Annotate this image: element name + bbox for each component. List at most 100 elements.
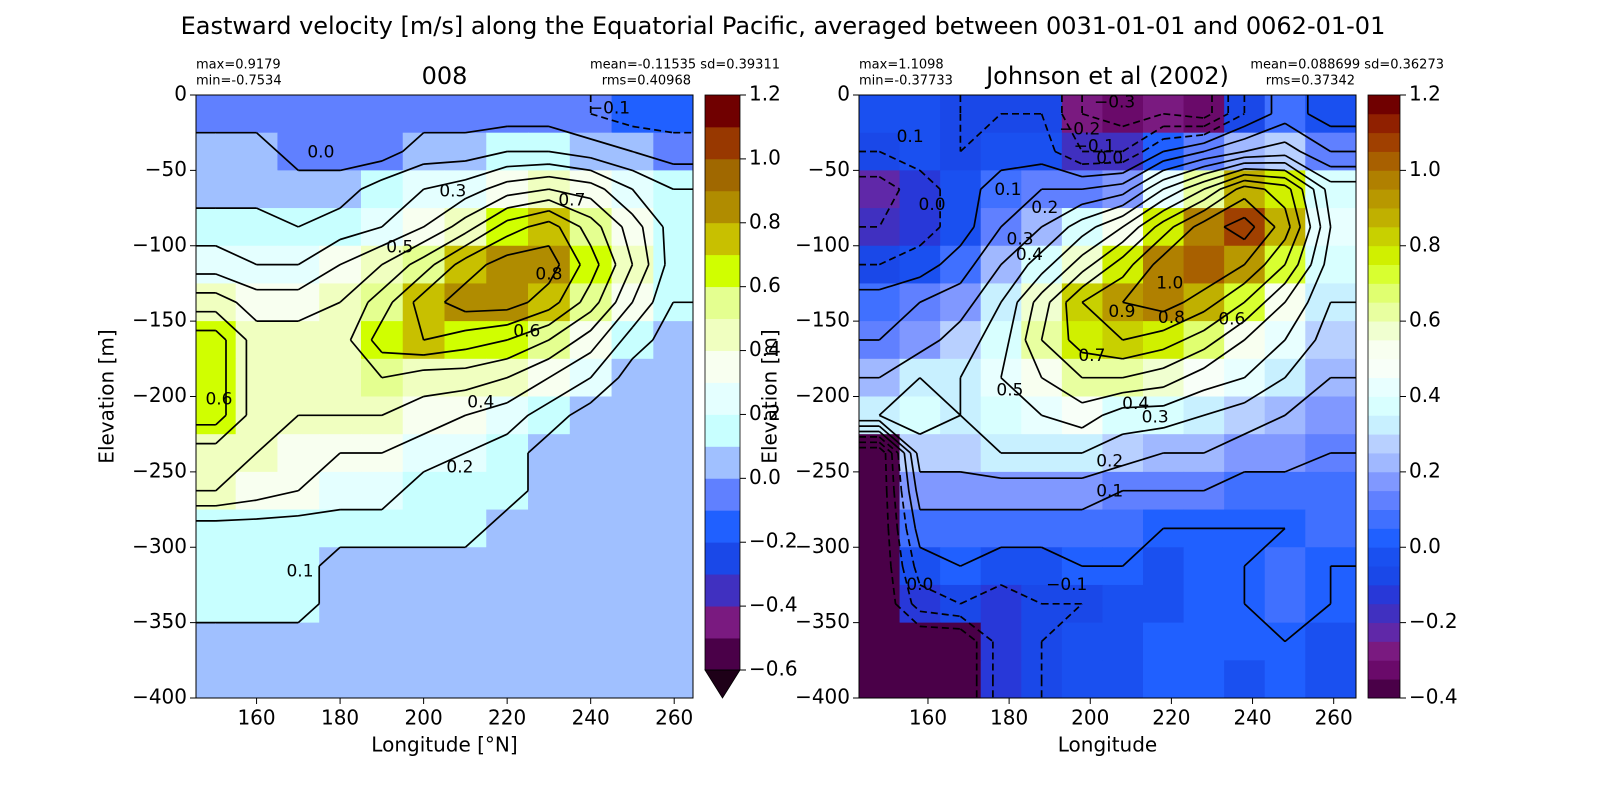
contour-label: 0.7 xyxy=(1078,346,1105,366)
heat-cell xyxy=(402,547,445,586)
heat-cell xyxy=(402,660,445,699)
colorbar-bin xyxy=(1368,358,1400,379)
heat-cell xyxy=(444,283,487,322)
heat-cell xyxy=(277,321,320,360)
contour-line xyxy=(196,188,634,492)
heat-cell xyxy=(444,547,487,586)
panel-title: 008 xyxy=(422,62,468,90)
heat-cell xyxy=(611,509,654,548)
heat-cell xyxy=(653,660,694,699)
x-tick-label: 180 xyxy=(990,706,1028,730)
heat-cell xyxy=(980,396,1022,435)
y-tick-label: −150 xyxy=(795,308,850,332)
heat-cell xyxy=(528,584,571,624)
colorbar-tick-label: 0.4 xyxy=(749,337,781,361)
contour-line xyxy=(859,95,1213,698)
heat-cell xyxy=(1143,245,1185,284)
heat-cell xyxy=(319,358,362,397)
heat-cell xyxy=(402,358,445,397)
heat-cell xyxy=(653,471,694,511)
heat-cell xyxy=(569,547,613,586)
contour-label: −0.2 xyxy=(1059,120,1100,140)
contour-label: 0.2 xyxy=(446,457,473,477)
heat-cell xyxy=(235,95,278,134)
y-tick-label: −100 xyxy=(795,232,850,256)
heat-cell xyxy=(277,622,320,661)
heat-cell xyxy=(653,95,694,134)
heat-cell xyxy=(1183,660,1225,699)
heat-cell xyxy=(569,358,613,397)
heat-cell xyxy=(402,509,445,548)
colorbar-bin xyxy=(705,382,740,415)
colorbar-bin xyxy=(1368,660,1400,680)
heat-cell xyxy=(360,622,404,661)
heat-cell xyxy=(196,434,237,473)
heat-cell xyxy=(196,547,237,586)
colorbar-bin xyxy=(1368,208,1400,228)
heat-cell xyxy=(402,95,445,134)
x-tick-label: 180 xyxy=(321,706,359,730)
colorbar-extension xyxy=(704,669,741,699)
colorbar-bin xyxy=(1368,377,1400,397)
colorbar-tick-label: 1.0 xyxy=(1409,157,1441,181)
heat-cell xyxy=(1224,208,1266,247)
colorbar-bin xyxy=(1368,622,1400,642)
heat-cell xyxy=(940,170,982,209)
heat-cell xyxy=(196,509,237,548)
heat-cell xyxy=(528,95,571,134)
heat-cell xyxy=(653,396,694,435)
colorbar-bin xyxy=(1368,641,1400,661)
colorbar-tick-label: 1.2 xyxy=(1409,82,1441,106)
heat-cell xyxy=(1264,547,1306,586)
heat-cell xyxy=(1102,509,1144,548)
x-tick-label: 220 xyxy=(1152,706,1190,730)
heat-cell xyxy=(569,622,613,661)
heat-cell xyxy=(486,584,529,624)
contour-line xyxy=(859,122,1356,511)
heat-cell xyxy=(569,660,613,699)
y-tick-label: 0 xyxy=(174,82,187,106)
contour-label: 0.4 xyxy=(467,393,494,413)
colorbar-bin xyxy=(705,158,740,192)
stat-text: min=-0.7534 xyxy=(196,74,282,89)
contour-line xyxy=(196,125,693,172)
heat-cell xyxy=(859,434,901,473)
heat-cell xyxy=(235,471,278,511)
contour-line xyxy=(196,199,617,445)
y-tick-label: 0 xyxy=(837,82,850,106)
heat-cell xyxy=(486,471,529,511)
heat-cell xyxy=(1224,660,1266,699)
contour-line xyxy=(196,175,650,507)
heat-cell xyxy=(235,660,278,699)
heat-cell xyxy=(196,132,237,171)
contour-label: −0.1 xyxy=(1046,575,1087,595)
heat-cell xyxy=(486,208,529,247)
heat-cell xyxy=(235,170,278,209)
heat-cell xyxy=(235,622,278,661)
heat-cell xyxy=(940,660,982,699)
y-tick-label: −300 xyxy=(795,534,850,558)
contour-label: 0.3 xyxy=(1007,230,1034,250)
colorbar-bin xyxy=(1368,339,1400,360)
heat-cell xyxy=(980,170,1022,209)
contour-line xyxy=(589,95,693,134)
heat-cell xyxy=(1305,509,1357,548)
contour-label: 1.0 xyxy=(1156,273,1183,293)
heat-cell xyxy=(444,132,487,171)
heat-cell xyxy=(277,547,320,586)
contour-label: 0.8 xyxy=(535,264,562,284)
heat-cell xyxy=(1305,245,1357,284)
heat-cell xyxy=(486,509,529,548)
contour-label: 0.7 xyxy=(558,191,585,211)
heat-cell xyxy=(444,245,487,284)
heat-cell xyxy=(319,547,362,586)
y-tick-label: −50 xyxy=(145,157,187,181)
colorbar-tick-label: 0.8 xyxy=(749,209,781,233)
x-tick-label: 160 xyxy=(909,706,947,730)
heat-cell xyxy=(899,660,941,699)
colorbar-bin xyxy=(1368,132,1400,152)
heat-cell xyxy=(611,547,654,586)
heat-cell xyxy=(444,622,487,661)
heat-cell xyxy=(196,95,237,134)
